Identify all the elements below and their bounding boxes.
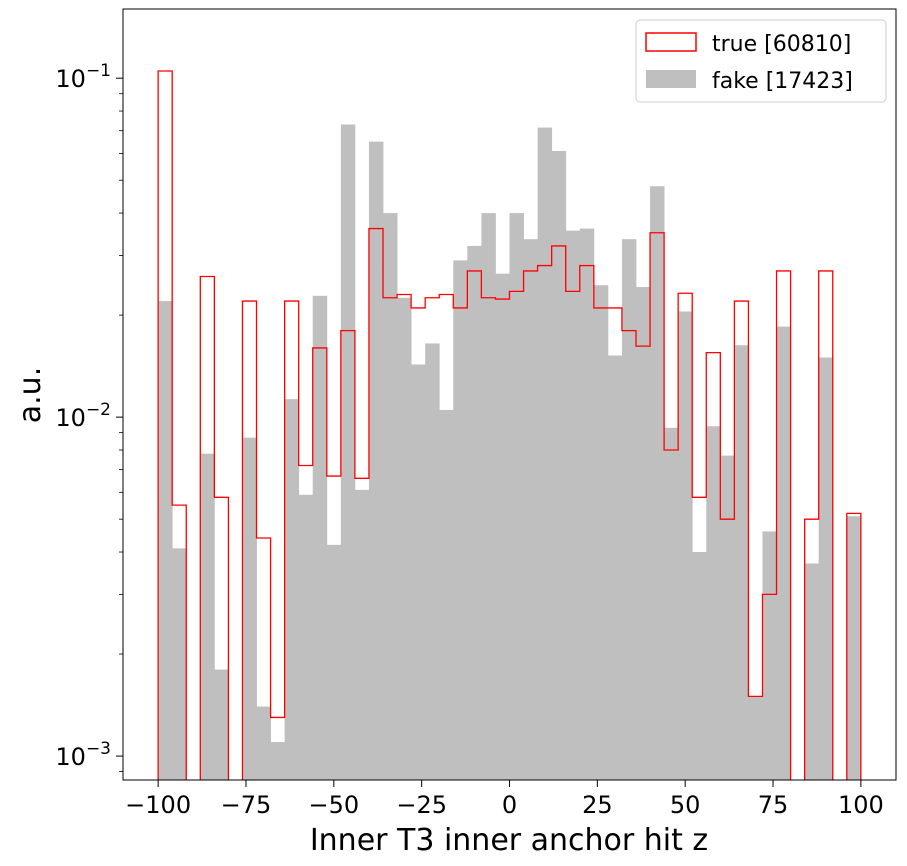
fake-bar [397,297,412,780]
fake-bar [621,239,637,781]
x-tick-label: −100 [125,791,191,819]
true-step-segment [846,512,862,780]
fake-bar [326,544,342,780]
fake-bar [481,213,496,780]
fake-bar [776,326,791,780]
fake-bar [298,494,314,780]
fake-bar [635,287,651,780]
x-tick-label: 100 [838,791,884,819]
x-tick-label: 75 [758,791,789,819]
fake-bar [523,239,539,781]
true-step-segment [803,270,834,780]
legend-box [635,19,887,103]
fake-bar [650,186,665,780]
fake-bar [158,301,173,780]
true-step-segment [199,275,230,780]
fake-bar [256,706,271,780]
x-tick-label: 25 [582,791,613,819]
y-tick-label: 10−1 [55,61,111,93]
fake-bar [818,357,834,780]
fake-bar [607,355,623,780]
fake-bar [509,213,524,780]
x-tick-label: −50 [308,791,359,819]
y-axis-ticks: 10−3 10−2 10−1 [55,61,123,772]
fake-bar [425,343,440,780]
fake-bar [664,427,679,780]
fake-series-bars [158,124,862,781]
legend-true-label: true [60810] [712,32,851,57]
fake-bar [734,345,749,780]
fake-bar [284,399,300,780]
y-axis-label: a.u. [13,367,48,423]
fake-bar [368,141,384,780]
fake-bar [354,489,370,780]
fake-bar [537,127,553,780]
fake-bar [340,124,356,780]
y-tick-label: 10−3 [55,739,111,771]
legend: true [60810] fake [17423] [635,19,887,103]
legend-true-swatch [645,32,697,52]
true-series-step [157,70,862,780]
fake-bar [383,213,398,780]
fake-bar [242,437,257,780]
legend-fake-label: fake [17423] [712,69,853,94]
fake-bar [467,245,482,780]
fake-bar [846,516,862,780]
fake-bar [411,364,426,780]
fake-bar [804,563,820,780]
x-tick-label: 0 [502,791,517,819]
fake-bar [692,552,707,780]
fake-bar [453,260,468,780]
fake-bar [312,295,328,780]
fake-bar [200,453,215,780]
fake-bar [720,455,735,780]
legend-fake-swatch [646,70,696,88]
x-axis-ticks: −100 −75 −50 −25 0 25 50 75 100 [125,780,884,819]
fake-bar [172,548,187,780]
x-tick-label: −75 [221,791,272,819]
fake-bar [214,669,229,780]
true-step-segment [157,70,187,780]
x-tick-label: −25 [396,791,447,819]
y-tick-label: 10−2 [55,400,111,432]
fake-bar [495,273,510,780]
fake-bar [748,696,763,780]
fake-bar [593,285,609,780]
fake-bar [678,311,693,780]
fake-bar [706,426,721,780]
fake-bar [439,409,454,780]
x-tick-label: 50 [670,791,701,819]
true-step-segment [241,227,792,780]
fake-bar [579,228,595,781]
fake-bar [762,531,777,780]
fake-bar [565,230,581,780]
fake-bar [270,742,286,780]
x-axis-label: Inner T3 inner anchor hit z [310,823,708,858]
fake-bar [551,150,567,781]
